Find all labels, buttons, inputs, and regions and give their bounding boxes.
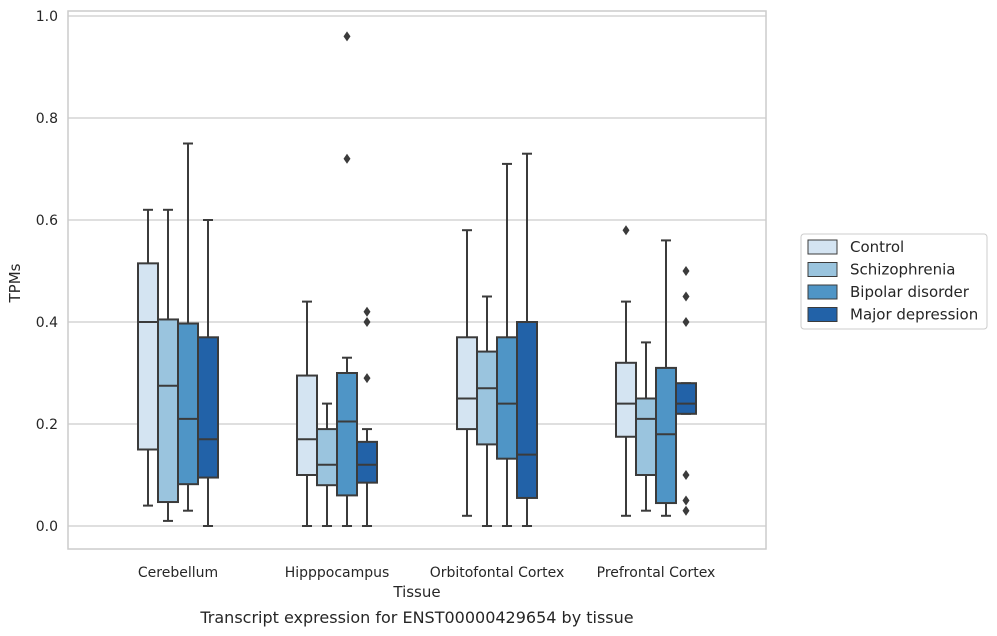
box-body <box>296 374 318 476</box>
outlier-point <box>682 291 690 302</box>
y-tick-label: 0.0 <box>36 519 58 535</box>
legend-swatch <box>807 239 838 255</box>
box-3-2 <box>516 152 538 527</box>
x-tick-label: Prefrontal Cortex <box>597 565 716 581</box>
box-0-1 <box>296 300 318 527</box>
legend-label: Major depression <box>850 306 978 324</box>
box-body <box>197 336 219 479</box>
box-2-1 <box>336 31 358 527</box>
x-tick-label: Orbitofontal Cortex <box>430 565 565 581</box>
y-ticks: 0.0 0.2 0.4 0.6 0.8 1.0 <box>36 9 58 535</box>
legend-swatch <box>807 307 838 322</box>
box-body <box>336 372 358 497</box>
box-1-2 <box>476 295 498 527</box>
y-tick-label: 0.4 <box>36 315 58 331</box>
box-body <box>496 336 518 460</box>
box-body <box>456 336 478 431</box>
y-tick-label: 0.2 <box>36 417 58 433</box>
outlier-point <box>363 306 371 317</box>
x-tick-label: Cerebellum <box>138 565 218 581</box>
legend-label: Control <box>850 238 904 256</box>
box-body <box>675 382 697 415</box>
box-2-3 <box>655 239 677 517</box>
box-1-0 <box>157 208 179 522</box>
outlier-point <box>343 153 351 164</box>
box-2-0 <box>177 142 199 512</box>
outlier-point <box>622 225 630 236</box>
chart-caption: Transcript expression for ENST0000042965… <box>199 608 633 627</box>
box-3-0 <box>197 219 219 527</box>
outlier-point <box>682 266 690 276</box>
outlier-point <box>363 373 371 384</box>
outlier-point <box>682 470 690 480</box>
box-3-3 <box>675 266 697 516</box>
legend-swatch <box>807 262 838 277</box>
box-0-3 <box>615 225 637 517</box>
box-body <box>615 361 637 438</box>
x-tick-label: Hipppocampus <box>285 565 390 581</box>
x-axis-label: Tissue <box>392 583 440 601</box>
legend-label: Bipolar disorder <box>850 283 970 301</box>
boxes <box>137 31 697 527</box>
outlier-point <box>682 505 690 516</box>
box-3-1 <box>356 306 378 527</box>
box-body <box>516 321 538 499</box>
box-body <box>655 366 677 505</box>
outlier-point <box>682 495 690 506</box>
outlier-point <box>363 317 371 327</box>
y-tick-label: 0.6 <box>36 213 58 229</box>
box-1-3 <box>635 341 657 512</box>
outlier-point <box>682 317 690 327</box>
box-body <box>157 318 179 504</box>
box-body <box>316 428 338 487</box>
outlier-point <box>343 31 351 42</box>
box-body <box>137 262 159 451</box>
y-tick-label: 0.8 <box>36 111 58 127</box>
legend-frame <box>800 233 988 330</box>
x-ticks: Cerebellum Hipppocampus Orbitofontal Corte… <box>138 565 715 581</box>
legend: Control Schizophrenia Bipolar disorder Majo… <box>800 233 988 330</box>
box-body <box>476 350 498 446</box>
box-2-2 <box>496 162 518 527</box>
box-body <box>635 397 657 476</box>
legend-swatch <box>807 284 838 300</box>
y-axis-label: TPMs <box>6 263 24 303</box>
y-tick-label: 1.0 <box>36 9 58 25</box>
box-body <box>177 322 199 486</box>
box-body <box>356 440 378 484</box>
legend-label: Schizophrenia <box>850 261 955 279</box>
